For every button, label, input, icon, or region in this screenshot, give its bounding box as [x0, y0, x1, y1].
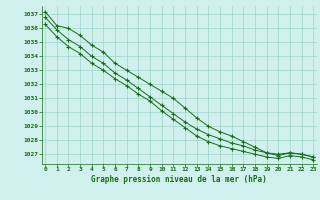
X-axis label: Graphe pression niveau de la mer (hPa): Graphe pression niveau de la mer (hPa) — [91, 175, 267, 184]
